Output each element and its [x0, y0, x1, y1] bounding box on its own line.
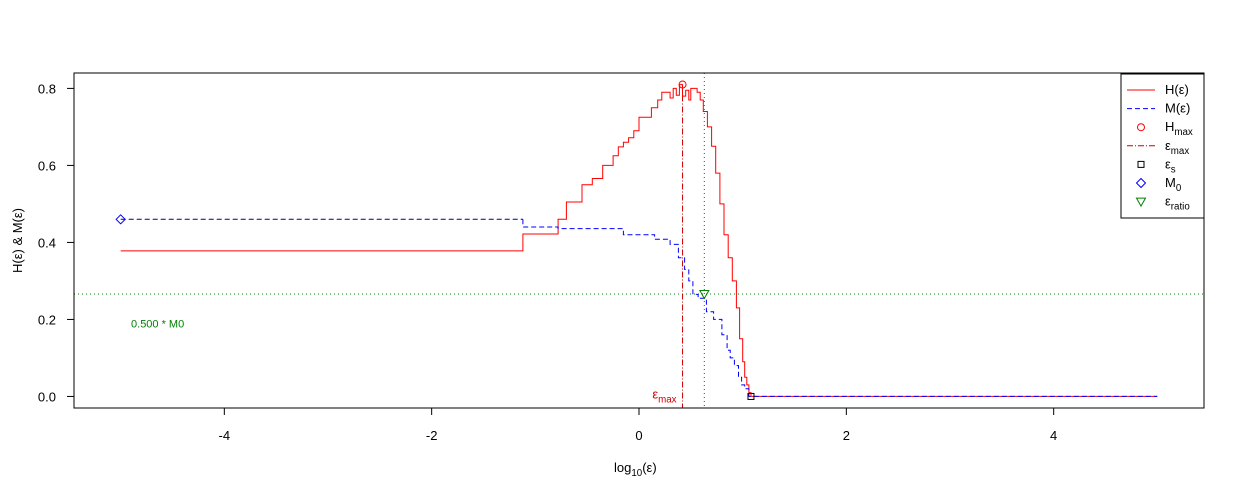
x-tick-label: 2	[843, 428, 850, 443]
legend-label-H: H(ε)	[1165, 82, 1189, 97]
y-tick-label: 0.0	[38, 389, 56, 404]
legend-label-eratio: εratio	[1165, 194, 1190, 213]
y-tick-label: 0.4	[38, 235, 56, 250]
legend-key-Hmax	[1137, 123, 1145, 132]
y-tick-label: 0.8	[38, 81, 56, 96]
legend-box	[1120, 73, 1205, 219]
eps-s-marker	[747, 392, 755, 400]
legend-key-eratio	[1135, 197, 1147, 208]
x-tick-label: -2	[426, 428, 438, 443]
m0-marker	[115, 214, 126, 225]
eps-ratio-marker	[698, 290, 710, 300]
y-tick-label: 0.6	[38, 158, 56, 173]
plot-area: 0.500 * M0 εmax	[74, 73, 1204, 408]
x-tick-label: -4	[219, 428, 231, 443]
series-h-line	[120, 84, 1158, 397]
legend-label-Hmax: Hmax	[1165, 119, 1193, 138]
legend-label-M: M(ε)	[1165, 101, 1190, 116]
eps-max-annotation: εmax	[652, 386, 676, 405]
legend-key-es	[1137, 160, 1145, 168]
legend-label-M0: M0	[1165, 175, 1182, 194]
axes: -4 -2 0 2 4 0.0 0.2 0.4 0.6 0.8 log10(ε) H(ε) & M(ε…	[10, 72, 1205, 479]
y-axis-title: H(ε) & M(ε)	[10, 208, 25, 273]
legend-label-es: εs	[1165, 156, 1176, 175]
legend-key-M0	[1135, 177, 1147, 189]
h-max-marker	[678, 80, 687, 89]
y-tick-label: 0.2	[38, 312, 56, 327]
series-m-line	[522, 219, 1158, 397]
x-tick-label: 0	[635, 428, 642, 443]
ratio-annotation: 0.500 * M0	[131, 318, 184, 330]
x-tick-label: 4	[1050, 428, 1057, 443]
x-axis-title: log10(ε)	[614, 460, 657, 479]
legend-label-emax: εmax	[1165, 138, 1189, 157]
